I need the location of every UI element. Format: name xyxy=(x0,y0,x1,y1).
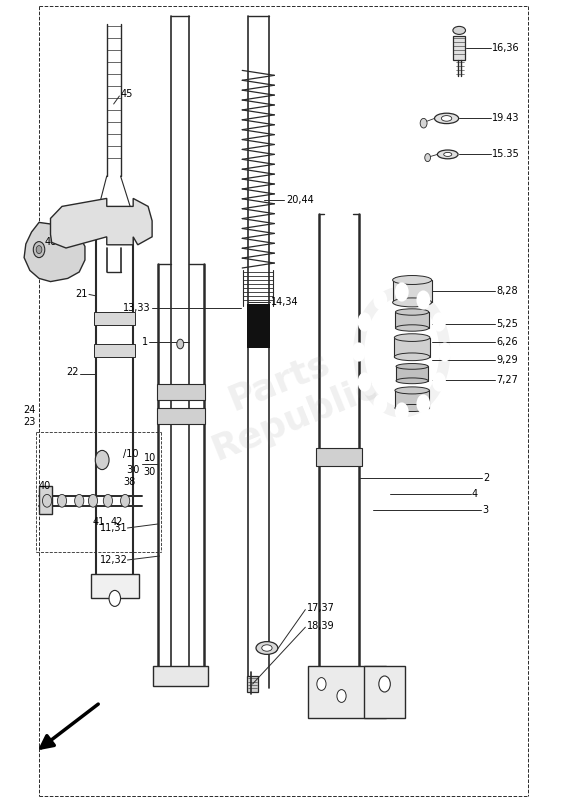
Circle shape xyxy=(121,494,130,507)
Circle shape xyxy=(57,494,67,507)
Ellipse shape xyxy=(393,298,432,307)
Bar xyxy=(247,304,270,348)
Text: 3: 3 xyxy=(482,506,488,515)
Circle shape xyxy=(42,494,52,507)
Text: 38: 38 xyxy=(123,477,135,486)
Text: 30: 30 xyxy=(144,467,156,477)
Text: 18,39: 18,39 xyxy=(307,621,335,630)
Text: 1: 1 xyxy=(142,338,148,347)
Ellipse shape xyxy=(437,150,458,158)
Ellipse shape xyxy=(395,387,429,394)
Text: 45: 45 xyxy=(121,90,133,99)
Text: 19.43: 19.43 xyxy=(492,114,519,123)
Bar xyxy=(308,666,386,718)
Ellipse shape xyxy=(394,353,430,361)
Text: 30: 30 xyxy=(123,466,139,475)
Ellipse shape xyxy=(256,642,278,654)
Circle shape xyxy=(379,676,390,692)
Text: Parts
Republic: Parts Republic xyxy=(192,333,382,467)
Text: 40: 40 xyxy=(39,482,51,491)
Circle shape xyxy=(352,342,366,362)
Circle shape xyxy=(417,394,430,414)
Bar xyxy=(393,280,432,302)
Bar xyxy=(39,486,52,514)
Circle shape xyxy=(75,494,84,507)
Text: 4: 4 xyxy=(472,490,478,499)
Bar xyxy=(396,366,428,381)
Ellipse shape xyxy=(395,325,429,331)
Polygon shape xyxy=(24,222,85,282)
Circle shape xyxy=(395,402,409,422)
Text: 41: 41 xyxy=(93,517,105,526)
Text: /10: /10 xyxy=(123,450,139,459)
Bar xyxy=(247,676,258,692)
Text: 11,31: 11,31 xyxy=(100,523,127,533)
Bar xyxy=(395,312,429,328)
Ellipse shape xyxy=(395,405,429,411)
Bar xyxy=(453,36,465,60)
Bar xyxy=(395,390,429,408)
Ellipse shape xyxy=(453,26,466,34)
Text: 10: 10 xyxy=(144,453,156,462)
Text: 9,29: 9,29 xyxy=(496,355,518,365)
Bar xyxy=(316,448,362,466)
Circle shape xyxy=(395,282,409,302)
Polygon shape xyxy=(51,198,152,248)
Circle shape xyxy=(36,246,42,254)
Bar xyxy=(157,384,205,400)
Circle shape xyxy=(95,450,109,470)
Text: 16,36: 16,36 xyxy=(492,43,519,53)
Ellipse shape xyxy=(435,113,459,123)
Text: 20,44: 20,44 xyxy=(286,195,313,205)
Bar xyxy=(157,408,205,424)
Text: 2: 2 xyxy=(483,474,490,483)
Ellipse shape xyxy=(396,363,428,370)
Circle shape xyxy=(373,290,387,310)
Circle shape xyxy=(33,242,45,258)
Bar xyxy=(153,666,208,686)
Ellipse shape xyxy=(394,334,430,342)
Circle shape xyxy=(358,312,371,331)
Ellipse shape xyxy=(395,309,429,315)
Text: 7,27: 7,27 xyxy=(496,375,518,385)
Text: 13,33: 13,33 xyxy=(123,303,150,313)
Circle shape xyxy=(103,494,113,507)
Circle shape xyxy=(420,118,427,128)
Ellipse shape xyxy=(441,115,452,121)
Ellipse shape xyxy=(396,378,428,384)
Circle shape xyxy=(317,678,326,690)
Circle shape xyxy=(88,494,98,507)
Ellipse shape xyxy=(262,645,272,651)
Bar xyxy=(94,344,135,357)
Text: 15.35: 15.35 xyxy=(492,150,519,159)
Circle shape xyxy=(337,690,346,702)
Circle shape xyxy=(109,590,121,606)
Text: 14,34: 14,34 xyxy=(271,298,298,307)
Circle shape xyxy=(373,394,387,414)
Circle shape xyxy=(438,342,452,362)
Circle shape xyxy=(177,339,184,349)
Text: 8,28: 8,28 xyxy=(496,286,518,296)
Ellipse shape xyxy=(444,152,452,157)
Text: 6,26: 6,26 xyxy=(496,338,518,347)
Text: 42: 42 xyxy=(110,517,123,526)
Text: 17,37: 17,37 xyxy=(307,603,335,613)
Ellipse shape xyxy=(393,275,432,285)
Text: 23: 23 xyxy=(23,418,36,427)
Bar xyxy=(94,312,135,325)
Bar xyxy=(364,666,405,718)
Text: 22: 22 xyxy=(67,367,79,377)
Text: 46: 46 xyxy=(45,237,57,246)
Bar xyxy=(394,338,430,357)
Circle shape xyxy=(417,290,430,310)
Text: 12,32: 12,32 xyxy=(99,555,127,565)
Circle shape xyxy=(432,372,446,392)
Text: 24: 24 xyxy=(23,405,36,414)
Text: 21: 21 xyxy=(75,290,87,299)
Text: 5,25: 5,25 xyxy=(496,319,518,329)
Bar xyxy=(91,574,139,598)
Circle shape xyxy=(432,312,446,331)
Circle shape xyxy=(425,154,430,162)
Circle shape xyxy=(358,372,371,392)
